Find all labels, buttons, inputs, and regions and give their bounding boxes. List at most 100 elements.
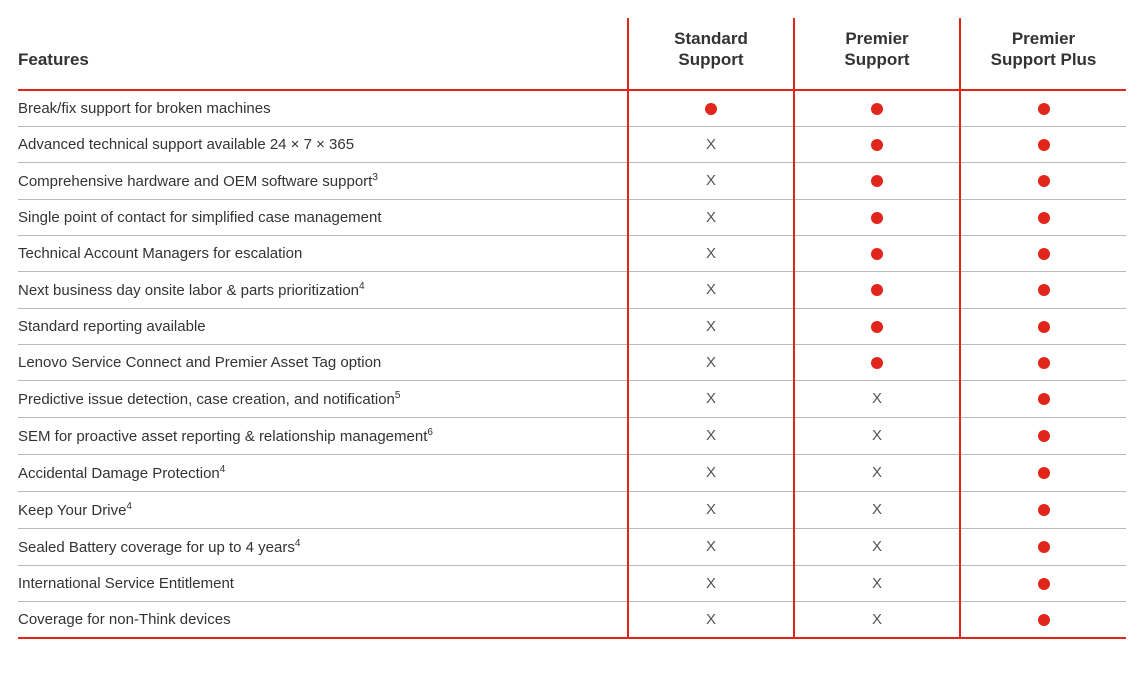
feature-cell [960, 162, 1126, 199]
excluded-x-icon: X [706, 538, 716, 555]
feature-cell [960, 271, 1126, 308]
tier-2-line2: Support Plus [967, 49, 1120, 70]
tier-1-line2: Support [801, 49, 953, 70]
table-row: Accidental Damage Protection4 X X [18, 454, 1126, 491]
excluded-x-icon: X [872, 390, 882, 407]
feature-cell [794, 271, 960, 308]
included-dot-icon [871, 321, 883, 333]
feature-cell [960, 308, 1126, 344]
included-dot-icon [871, 248, 883, 260]
header-tier-2: Premier Support Plus [960, 18, 1126, 90]
feature-cell [960, 344, 1126, 380]
feature-label: Predictive issue detection, case creatio… [18, 380, 628, 417]
feature-cell: X [628, 162, 794, 199]
footnote-superscript: 5 [395, 390, 401, 401]
included-dot-icon [871, 103, 883, 115]
feature-cell [794, 199, 960, 235]
footnote-superscript: 6 [427, 427, 433, 438]
feature-cell: X [794, 565, 960, 601]
feature-cell [960, 565, 1126, 601]
feature-label: Next business day onsite labor & parts p… [18, 271, 628, 308]
feature-cell: X [628, 491, 794, 528]
tier-2-line1: Premier [967, 28, 1120, 49]
table-row: Next business day onsite labor & parts p… [18, 271, 1126, 308]
included-dot-icon [1038, 541, 1050, 553]
feature-cell [960, 491, 1126, 528]
feature-cell: X [628, 565, 794, 601]
feature-label: International Service Entitlement [18, 565, 628, 601]
excluded-x-icon: X [872, 501, 882, 518]
feature-label: Accidental Damage Protection4 [18, 454, 628, 491]
excluded-x-icon: X [706, 281, 716, 298]
included-dot-icon [1038, 248, 1050, 260]
table-row: International Service EntitlementXX [18, 565, 1126, 601]
included-dot-icon [871, 175, 883, 187]
feature-label: Comprehensive hardware and OEM software … [18, 162, 628, 199]
feature-cell: X [628, 126, 794, 162]
feature-cell: X [794, 491, 960, 528]
feature-label: Break/fix support for broken machines [18, 90, 628, 127]
included-dot-icon [1038, 393, 1050, 405]
feature-cell [960, 528, 1126, 565]
excluded-x-icon: X [872, 611, 882, 628]
table-body: Break/fix support for broken machinesAdv… [18, 90, 1126, 638]
excluded-x-icon: X [872, 538, 882, 555]
feature-label: Technical Account Managers for escalatio… [18, 235, 628, 271]
included-dot-icon [1038, 614, 1050, 626]
feature-cell [960, 454, 1126, 491]
feature-label: Standard reporting available [18, 308, 628, 344]
excluded-x-icon: X [706, 354, 716, 371]
excluded-x-icon: X [706, 136, 716, 153]
excluded-x-icon: X [706, 611, 716, 628]
excluded-x-icon: X [706, 245, 716, 262]
feature-label: SEM for proactive asset reporting & rela… [18, 417, 628, 454]
table-row: Sealed Battery coverage for up to 4 year… [18, 528, 1126, 565]
included-dot-icon [1038, 321, 1050, 333]
feature-cell [628, 90, 794, 127]
feature-cell: X [794, 601, 960, 638]
tier-0-line1: Standard [635, 28, 787, 49]
header-features: Features [18, 18, 628, 90]
feature-cell [794, 126, 960, 162]
feature-cell: X [794, 454, 960, 491]
included-dot-icon [1038, 212, 1050, 224]
included-dot-icon [1038, 175, 1050, 187]
feature-cell [794, 162, 960, 199]
feature-label: Lenovo Service Connect and Premier Asset… [18, 344, 628, 380]
included-dot-icon [1038, 504, 1050, 516]
table-row: Predictive issue detection, case creatio… [18, 380, 1126, 417]
feature-cell: X [628, 344, 794, 380]
feature-cell [960, 199, 1126, 235]
feature-cell [960, 380, 1126, 417]
excluded-x-icon: X [706, 501, 716, 518]
feature-label: Single point of contact for simplified c… [18, 199, 628, 235]
excluded-x-icon: X [706, 464, 716, 481]
excluded-x-icon: X [706, 172, 716, 189]
feature-cell: X [628, 454, 794, 491]
included-dot-icon [1038, 139, 1050, 151]
excluded-x-icon: X [706, 318, 716, 335]
footnote-superscript: 4 [295, 538, 301, 549]
included-dot-icon [871, 284, 883, 296]
feature-label: Coverage for non-Think devices [18, 601, 628, 638]
feature-cell [960, 417, 1126, 454]
tier-1-line1: Premier [801, 28, 953, 49]
table-row: Comprehensive hardware and OEM software … [18, 162, 1126, 199]
excluded-x-icon: X [872, 427, 882, 444]
feature-cell: X [628, 271, 794, 308]
included-dot-icon [1038, 467, 1050, 479]
excluded-x-icon: X [872, 575, 882, 592]
included-dot-icon [1038, 284, 1050, 296]
included-dot-icon [705, 103, 717, 115]
table-row: SEM for proactive asset reporting & rela… [18, 417, 1126, 454]
table-row: Advanced technical support available 24 … [18, 126, 1126, 162]
feature-cell [960, 126, 1126, 162]
feature-label: Keep Your Drive4 [18, 491, 628, 528]
feature-cell [960, 235, 1126, 271]
feature-cell [960, 601, 1126, 638]
table-row: Technical Account Managers for escalatio… [18, 235, 1126, 271]
feature-label: Advanced technical support available 24 … [18, 126, 628, 162]
feature-cell: X [628, 308, 794, 344]
footnote-superscript: 4 [359, 281, 365, 292]
included-dot-icon [1038, 357, 1050, 369]
